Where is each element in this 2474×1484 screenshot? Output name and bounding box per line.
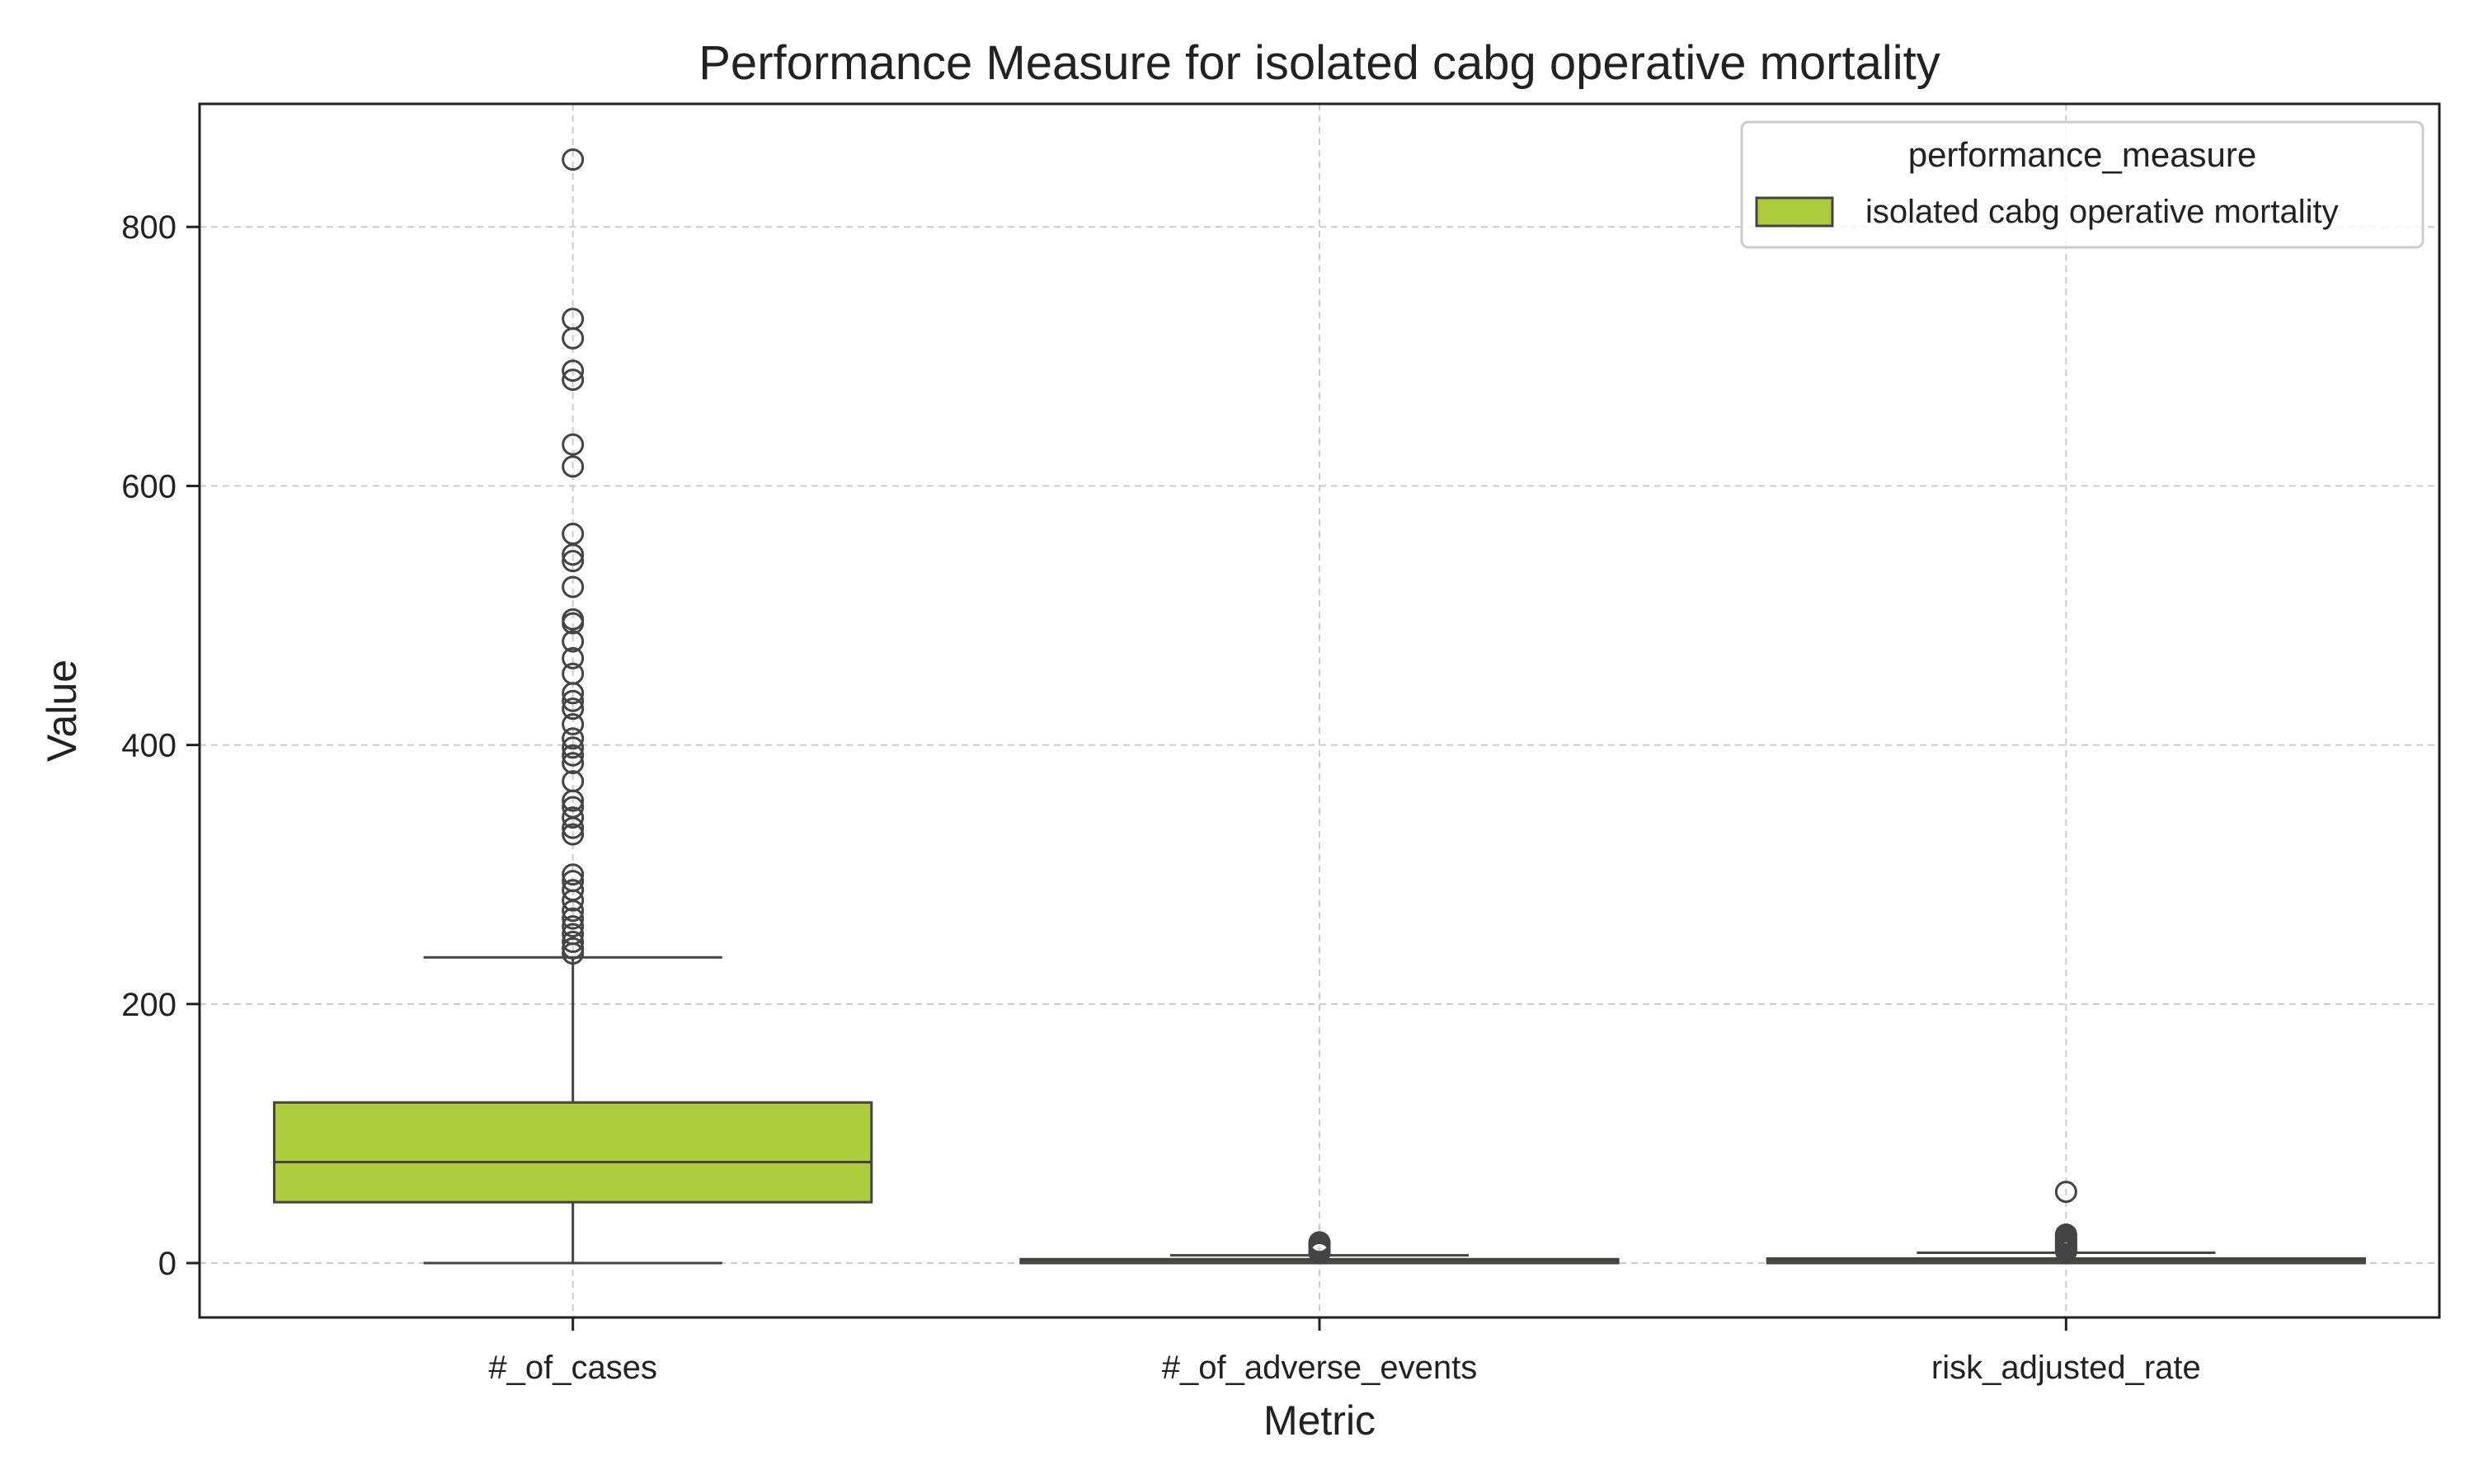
x-tick-label: #_of_cases [488, 1350, 657, 1386]
outlier-point [1308, 1231, 1331, 1254]
outlier-point [562, 697, 585, 721]
box-iqr [273, 1101, 873, 1204]
box-group [273, 148, 873, 1265]
x-tick-label: risk_adjusted_rate [1931, 1350, 2201, 1386]
outlier-point [562, 907, 585, 930]
y-tick-label: 0 [158, 1246, 176, 1282]
y-tick-label: 200 [121, 987, 176, 1023]
outlier-point [562, 806, 585, 829]
x-axis-label: Metric [1263, 1397, 1376, 1444]
outlier-point [562, 646, 585, 669]
y-axis-label: Value [39, 660, 85, 762]
outlier-point [562, 937, 585, 960]
legend: performance_measure isolated cabg operat… [1740, 120, 2425, 249]
outlier-point [562, 326, 585, 350]
outlier-point [562, 816, 585, 839]
outlier-point [562, 736, 585, 759]
outlier-point [562, 789, 585, 812]
outlier-point [562, 942, 585, 965]
outlier-point [562, 823, 585, 846]
outlier-point [562, 359, 585, 383]
outlier-point [562, 543, 585, 566]
outlier-point [562, 575, 585, 599]
x-tick-label: #_of_adverse_events [1162, 1350, 1478, 1386]
outlier-point [562, 148, 585, 171]
outlier-point [562, 455, 585, 478]
outlier-point [562, 930, 585, 953]
outlier-point [562, 682, 585, 705]
outlier-point [562, 727, 585, 750]
box-group [1019, 1231, 1620, 1265]
outlier-point [562, 689, 585, 712]
outlier-point [562, 752, 585, 775]
y-tick-label: 800 [121, 209, 176, 246]
legend-frame [1740, 120, 2425, 249]
outlier-point [2054, 1181, 2077, 1204]
outlier-point [2054, 1223, 2077, 1246]
outlier-point [562, 630, 585, 653]
outlier-point [562, 550, 585, 573]
outlier-point [562, 863, 585, 886]
outlier-point [562, 889, 585, 912]
outlier-point [562, 612, 585, 635]
outlier-point [562, 433, 585, 456]
legend-entry-label: isolated cabg operative mortality [1865, 194, 2339, 230]
y-tick-label: 600 [121, 468, 176, 505]
chart-title: Performance Measure for isolated cabg op… [698, 36, 1940, 90]
outlier-point [562, 915, 585, 938]
y-tick-label: 400 [121, 728, 176, 764]
axis-layer: 0 200 400 600 800 #_of_cases #_of_adverse_even… [121, 209, 2201, 1386]
outlier-point [562, 712, 585, 735]
outlier-point [562, 899, 585, 923]
box-group [1766, 1181, 2366, 1265]
legend-swatch [1755, 196, 1834, 228]
outlier-point [562, 744, 585, 767]
box-layer [273, 148, 2366, 1265]
legend-title: performance_measure [1908, 135, 2257, 174]
outlier-point [562, 369, 585, 392]
